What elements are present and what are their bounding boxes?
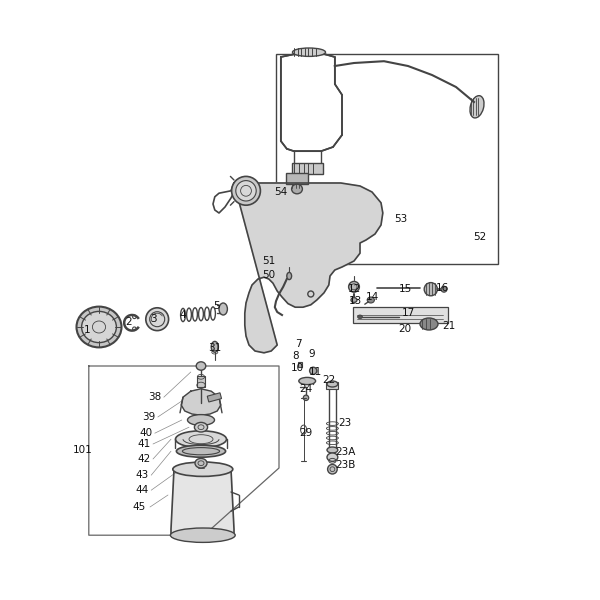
Text: 21: 21 — [442, 321, 455, 331]
Text: 22: 22 — [322, 375, 335, 385]
Text: 17: 17 — [401, 308, 415, 318]
Text: 10: 10 — [291, 364, 304, 373]
Text: 54: 54 — [274, 187, 287, 197]
Ellipse shape — [194, 422, 208, 432]
Ellipse shape — [187, 415, 215, 425]
Text: 31: 31 — [208, 343, 221, 353]
Text: 14: 14 — [365, 292, 379, 302]
Ellipse shape — [328, 464, 337, 474]
Text: 53: 53 — [394, 214, 407, 224]
Text: 13: 13 — [349, 296, 362, 306]
Text: 3: 3 — [149, 314, 157, 324]
Ellipse shape — [170, 528, 235, 542]
Text: 29: 29 — [299, 428, 313, 438]
Text: 43: 43 — [136, 470, 149, 480]
Ellipse shape — [349, 281, 359, 292]
Text: 20: 20 — [398, 324, 412, 334]
Ellipse shape — [299, 377, 316, 385]
Ellipse shape — [196, 362, 206, 370]
Ellipse shape — [470, 95, 484, 118]
Text: 15: 15 — [398, 284, 412, 294]
Bar — [292, 163, 323, 174]
Text: 2: 2 — [125, 317, 133, 327]
Ellipse shape — [176, 445, 226, 457]
Bar — [197, 376, 205, 387]
Ellipse shape — [420, 318, 438, 330]
Text: 5: 5 — [212, 301, 220, 311]
Text: 12: 12 — [347, 284, 361, 294]
Ellipse shape — [219, 303, 227, 315]
Text: 23: 23 — [338, 418, 352, 428]
Ellipse shape — [441, 286, 447, 292]
Text: 38: 38 — [148, 392, 161, 402]
Text: 52: 52 — [473, 232, 487, 242]
Bar — [298, 362, 302, 367]
Text: 1: 1 — [83, 325, 91, 335]
Text: 16: 16 — [436, 283, 449, 293]
Ellipse shape — [211, 341, 218, 352]
Ellipse shape — [367, 297, 374, 303]
Text: 44: 44 — [136, 485, 149, 495]
Polygon shape — [181, 389, 221, 415]
Text: 4: 4 — [179, 310, 187, 320]
Ellipse shape — [310, 367, 317, 374]
Ellipse shape — [327, 381, 338, 387]
Ellipse shape — [351, 298, 357, 302]
Ellipse shape — [358, 315, 362, 319]
Ellipse shape — [195, 458, 207, 468]
Text: 40: 40 — [139, 428, 152, 438]
Ellipse shape — [293, 48, 325, 56]
Ellipse shape — [304, 395, 309, 401]
Text: 24: 24 — [299, 384, 313, 394]
Text: 101: 101 — [73, 445, 92, 455]
Text: 23A: 23A — [335, 448, 355, 457]
Ellipse shape — [424, 283, 437, 296]
Text: 50: 50 — [262, 270, 275, 280]
Ellipse shape — [82, 311, 116, 343]
Bar — [353, 307, 448, 323]
Ellipse shape — [146, 308, 169, 331]
Ellipse shape — [77, 307, 121, 347]
Text: 45: 45 — [133, 502, 146, 512]
Polygon shape — [171, 469, 234, 535]
Text: 7: 7 — [295, 339, 302, 349]
Ellipse shape — [232, 176, 260, 205]
Bar — [207, 393, 221, 402]
Text: 9: 9 — [308, 349, 316, 359]
Bar — [326, 382, 338, 389]
Ellipse shape — [173, 462, 233, 476]
Text: 41: 41 — [137, 439, 151, 449]
Ellipse shape — [327, 453, 338, 461]
Polygon shape — [281, 54, 342, 151]
Bar — [286, 173, 308, 184]
Text: 42: 42 — [137, 454, 151, 464]
Ellipse shape — [236, 181, 256, 201]
Text: 39: 39 — [142, 412, 155, 422]
Ellipse shape — [176, 431, 227, 448]
Text: 23B: 23B — [335, 460, 355, 470]
Polygon shape — [234, 183, 383, 353]
Bar — [276, 54, 498, 264]
Ellipse shape — [287, 272, 292, 280]
Ellipse shape — [327, 447, 338, 453]
Text: 11: 11 — [308, 367, 322, 377]
Text: 8: 8 — [292, 351, 299, 361]
Text: 51: 51 — [262, 256, 275, 266]
Ellipse shape — [292, 184, 302, 194]
